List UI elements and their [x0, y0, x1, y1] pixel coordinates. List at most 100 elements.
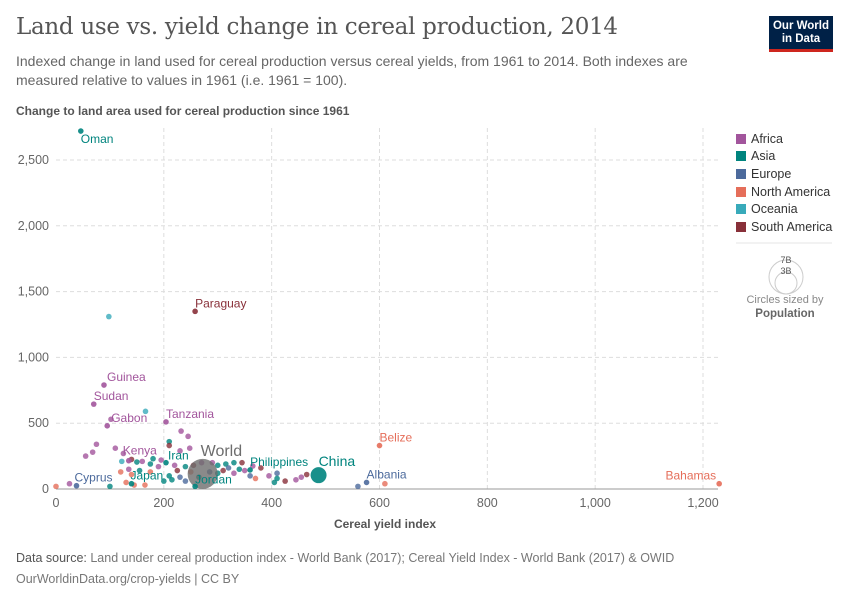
x-tick-label: 0	[53, 496, 60, 510]
y-tick-label: 2,500	[18, 153, 49, 167]
source-text[interactable]: Land under cereal production index - Wor…	[90, 551, 675, 565]
data-point	[231, 470, 237, 477]
data-point-kenya	[125, 457, 132, 464]
legend-item-oceania[interactable]: Oceania	[736, 200, 832, 218]
data-point	[177, 474, 183, 480]
point-label-paraguay: Paraguay	[195, 296, 246, 310]
point-label-philippines: Philippines	[250, 455, 308, 469]
point-label-belize: Belize	[380, 431, 413, 445]
data-point	[125, 466, 132, 473]
data-point-china	[310, 467, 327, 484]
data-point-albania	[363, 479, 370, 486]
size-legend-small-label: 3B	[780, 266, 791, 276]
legend-item-north-america[interactable]: North America	[736, 183, 832, 201]
data-point-sudan	[90, 401, 97, 407]
owid-logo[interactable]: Our World in Data	[769, 16, 833, 52]
data-point	[274, 470, 280, 477]
x-tick-label: 1,000	[580, 496, 611, 510]
data-point	[53, 483, 59, 490]
y-tick-label: 2,000	[18, 219, 49, 233]
legend-swatch	[736, 186, 746, 197]
data-point	[231, 459, 237, 466]
data-point	[249, 463, 256, 469]
data-point-cyprus	[73, 482, 80, 489]
legend-item-south-america[interactable]: South America	[736, 218, 832, 236]
data-point	[282, 478, 288, 484]
data-point	[89, 449, 96, 455]
data-point	[136, 467, 143, 474]
data-point	[120, 450, 127, 457]
size-legend-caption: Circles sized by	[746, 294, 824, 306]
legend-swatch	[736, 168, 746, 179]
data-point-world	[187, 458, 218, 489]
size-legend-small-circle	[774, 271, 798, 295]
data-point-guinea	[101, 382, 107, 388]
data-point	[220, 467, 226, 474]
data-point-japan	[128, 480, 135, 487]
legend-swatch	[736, 151, 746, 162]
data-point-iran	[163, 459, 169, 466]
point-label-jordan: Jordan	[195, 472, 232, 486]
legend-item-asia[interactable]: Asia	[736, 148, 832, 166]
data-point	[134, 459, 140, 465]
data-point	[182, 463, 189, 470]
data-point	[182, 478, 189, 484]
data-point	[239, 459, 245, 466]
point-label-cyprus: Cyprus	[74, 471, 112, 485]
point-label-china: China	[319, 453, 356, 469]
x-tick-label: 600	[369, 496, 390, 510]
point-label-albania: Albania	[367, 467, 407, 481]
point-label-gabon: Gabon	[111, 411, 147, 425]
y-tick-label: 0	[42, 482, 49, 496]
data-point	[66, 480, 73, 487]
data-point-paraguay	[192, 308, 198, 315]
footer-url[interactable]: OurWorldinData.org/crop-yields | CC BY	[16, 572, 240, 586]
data-point	[214, 462, 221, 469]
data-point	[123, 479, 129, 486]
data-point	[166, 473, 173, 479]
data-point	[118, 458, 125, 465]
size-legend-variable: Population	[755, 308, 814, 320]
point-label-guinea: Guinea	[107, 370, 146, 384]
data-point	[158, 457, 164, 463]
footer: Data source: Land under cereal productio…	[16, 548, 674, 590]
data-point	[293, 476, 299, 483]
legend-item-africa[interactable]: Africa	[736, 130, 832, 148]
point-label-tanzania: Tanzania	[166, 407, 214, 421]
x-axis-label: Cereal yield index	[334, 517, 436, 531]
data-point	[139, 458, 146, 465]
data-point-philippines	[247, 467, 253, 473]
data-point	[147, 461, 154, 467]
data-point	[161, 478, 167, 484]
data-point	[117, 469, 124, 475]
data-point	[112, 445, 119, 452]
data-point	[274, 475, 280, 482]
data-point	[106, 313, 112, 320]
legend-item-europe[interactable]: Europe	[736, 165, 832, 183]
data-point	[166, 438, 173, 445]
point-label-sudan: Sudan	[94, 389, 129, 403]
chart-subtitle: Indexed change in land used for cereal p…	[16, 53, 688, 88]
data-point	[185, 433, 191, 440]
legend: Africa Asia Europe North America Oceania…	[736, 130, 832, 236]
point-label-iran: Iran	[168, 449, 189, 463]
point-label-japan: Japan	[130, 469, 163, 483]
x-tick-label: 1,200	[687, 496, 718, 510]
data-point	[142, 482, 148, 488]
chart-title: Land use vs. yield change in cereal prod…	[16, 14, 618, 40]
data-point	[186, 445, 193, 452]
data-point	[271, 479, 278, 486]
data-point	[382, 480, 388, 487]
data-point-belize	[376, 442, 383, 449]
y-tick-label: 1,000	[18, 350, 49, 364]
data-point-tanzania	[163, 419, 169, 425]
point-label-world: World	[201, 443, 243, 460]
data-point-gabon	[104, 423, 111, 429]
x-tick-label: 200	[153, 496, 174, 510]
point-label-oman: Oman	[81, 132, 114, 146]
data-point	[147, 469, 154, 475]
point-label-bahamas: Bahamas	[665, 469, 716, 483]
data-point	[247, 473, 253, 479]
data-point	[225, 465, 232, 471]
